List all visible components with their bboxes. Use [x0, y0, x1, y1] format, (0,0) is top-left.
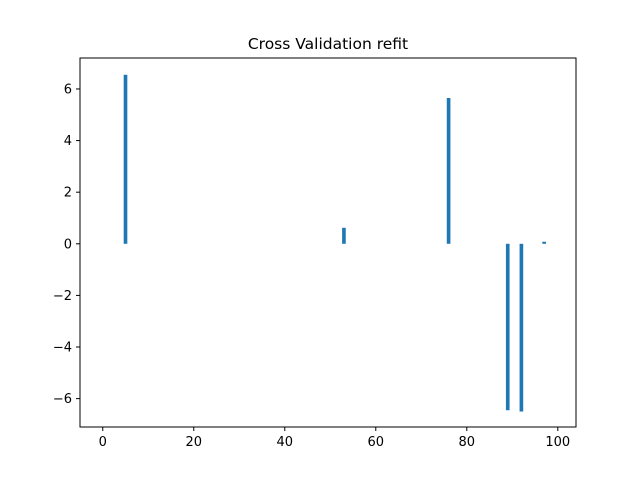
bar	[542, 241, 546, 244]
bar	[519, 243, 524, 412]
y-tick-label: 6	[64, 82, 72, 97]
bar	[446, 98, 451, 244]
x-tick-label: 0	[99, 435, 107, 450]
plot-frame	[79, 57, 577, 428]
bar	[342, 227, 346, 244]
x-tick-label: 80	[459, 435, 476, 450]
y-tick-label: 0	[64, 237, 72, 252]
y-tick-label: 4	[64, 134, 72, 149]
x-tick-label: 100	[545, 435, 570, 450]
x-tick-label: 40	[276, 435, 293, 450]
x-tick-label: 60	[368, 435, 385, 450]
bar-series	[123, 74, 546, 412]
y-tick-label: −2	[53, 289, 72, 304]
bar	[123, 74, 128, 244]
bar	[505, 243, 510, 411]
y-tick-label: −4	[53, 341, 72, 356]
y-tick-label: 2	[64, 186, 72, 201]
y-tick-label: −6	[53, 392, 72, 407]
chart-title: Cross Validation refit	[248, 35, 408, 53]
x-axis: 0 20 40 60 80 100	[99, 427, 570, 450]
y-axis: −6 −4 −2 0 2 4 6	[53, 82, 80, 407]
x-tick-label: 20	[185, 435, 202, 450]
